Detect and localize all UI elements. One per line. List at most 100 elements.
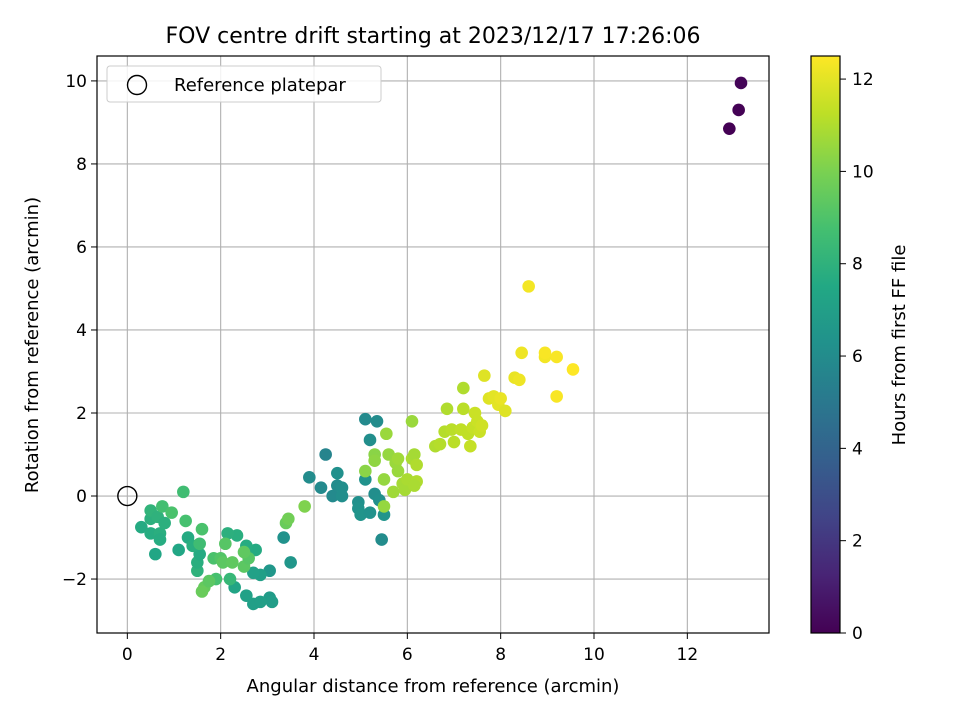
data-point bbox=[247, 566, 260, 580]
x-tick-label: 6 bbox=[402, 645, 413, 665]
data-point bbox=[550, 390, 563, 403]
data-point bbox=[368, 454, 381, 468]
y-tick-label: 8 bbox=[76, 155, 87, 175]
data-point bbox=[377, 500, 391, 513]
data-point bbox=[303, 471, 316, 484]
data-points bbox=[135, 76, 748, 611]
x-axis-label: Angular distance from reference (arcmin) bbox=[247, 676, 620, 697]
data-point bbox=[314, 481, 328, 495]
data-point bbox=[165, 506, 178, 519]
data-point bbox=[240, 589, 253, 602]
x-axis-ticks: 0 2 4 6 8 10 12 bbox=[122, 633, 698, 665]
y-axis-label: Rotation from reference (arcmin) bbox=[22, 197, 43, 493]
data-point bbox=[433, 437, 447, 451]
data-point bbox=[363, 506, 377, 519]
data-point bbox=[723, 122, 736, 135]
data-point bbox=[144, 527, 157, 540]
data-point bbox=[331, 466, 344, 480]
data-point bbox=[219, 537, 232, 551]
reference-marker bbox=[117, 485, 138, 507]
data-point bbox=[464, 439, 477, 453]
colorbar-tick-label: 6 bbox=[852, 347, 863, 367]
data-point bbox=[475, 419, 489, 432]
data-point bbox=[457, 381, 470, 395]
data-point bbox=[538, 346, 552, 360]
data-point bbox=[566, 363, 580, 376]
colorbar-tick-label: 0 bbox=[852, 624, 863, 644]
data-point bbox=[277, 531, 290, 544]
colorbar-frame bbox=[810, 55, 841, 634]
colorbar-ticks: 0 2 4 6 8 10 12 bbox=[840, 70, 874, 644]
data-point bbox=[377, 473, 391, 486]
data-point bbox=[193, 537, 206, 551]
y-tick-label: 0 bbox=[76, 487, 87, 507]
data-point bbox=[387, 485, 400, 499]
data-point bbox=[319, 448, 332, 461]
data-point bbox=[515, 346, 528, 360]
colorbar-tick-label: 12 bbox=[852, 70, 874, 90]
data-point bbox=[202, 574, 216, 588]
x-tick-label: 10 bbox=[583, 645, 605, 665]
data-point bbox=[216, 556, 230, 569]
data-point bbox=[375, 533, 388, 546]
colorbar: 0 2 4 6 8 10 12 Hours from first FF file bbox=[810, 55, 910, 644]
y-tick-label: 6 bbox=[76, 238, 87, 258]
data-point bbox=[478, 369, 491, 382]
data-point bbox=[457, 402, 470, 416]
data-point bbox=[391, 464, 405, 478]
x-tick-label: 0 bbox=[122, 645, 133, 665]
colorbar-tick-label: 4 bbox=[852, 439, 863, 459]
data-point bbox=[223, 572, 237, 586]
data-point bbox=[153, 533, 167, 546]
data-point bbox=[284, 556, 297, 569]
data-point bbox=[193, 547, 206, 561]
chart-title: FOV centre drift starting at 2023/12/17 … bbox=[166, 24, 701, 49]
y-axis-ticks: −2 0 2 4 6 8 10 bbox=[62, 72, 97, 590]
colorbar-tick-label: 2 bbox=[852, 532, 863, 552]
colorbar-tick-label: 10 bbox=[852, 162, 874, 182]
data-point bbox=[522, 280, 535, 293]
data-point bbox=[195, 585, 209, 598]
x-tick-label: 12 bbox=[677, 645, 699, 665]
data-point bbox=[179, 514, 192, 528]
data-point bbox=[363, 433, 377, 447]
data-point bbox=[135, 520, 148, 534]
data-point bbox=[226, 556, 239, 569]
y-tick-label: 2 bbox=[76, 404, 87, 424]
data-point bbox=[734, 76, 748, 90]
data-point bbox=[408, 479, 421, 492]
data-point bbox=[408, 448, 421, 461]
data-point bbox=[172, 543, 185, 557]
data-point bbox=[265, 595, 279, 609]
data-point bbox=[237, 545, 251, 559]
data-point bbox=[282, 512, 295, 526]
data-point bbox=[550, 350, 563, 364]
x-tick-label: 2 bbox=[215, 645, 226, 665]
data-point bbox=[177, 485, 190, 499]
legend-box bbox=[106, 65, 382, 103]
legend: Reference platepar bbox=[106, 65, 382, 103]
legend-label: Reference platepar bbox=[174, 75, 346, 96]
colorbar-label: Hours from first FF file bbox=[889, 245, 910, 446]
data-point bbox=[254, 595, 267, 609]
data-point bbox=[732, 103, 745, 117]
data-point bbox=[440, 402, 454, 416]
data-point bbox=[499, 404, 512, 418]
data-point bbox=[298, 500, 311, 513]
colorbar-gradient bbox=[811, 56, 840, 633]
data-point bbox=[447, 435, 461, 449]
data-point bbox=[195, 522, 209, 536]
data-point bbox=[156, 500, 169, 513]
plot-frame bbox=[96, 55, 770, 634]
data-point bbox=[370, 414, 384, 428]
data-point bbox=[359, 412, 372, 426]
data-point bbox=[149, 547, 162, 561]
data-point bbox=[391, 452, 405, 465]
data-point bbox=[445, 423, 458, 436]
data-point bbox=[380, 427, 393, 441]
data-point bbox=[405, 414, 419, 428]
data-point bbox=[513, 373, 526, 387]
y-tick-label: 10 bbox=[65, 72, 87, 92]
data-point bbox=[326, 489, 339, 503]
data-point bbox=[335, 489, 349, 503]
